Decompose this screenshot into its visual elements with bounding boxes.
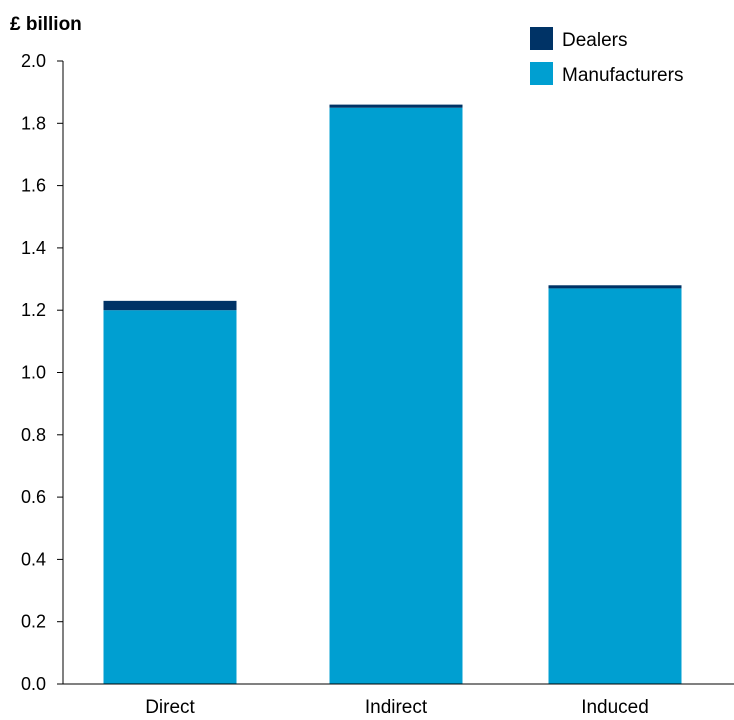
x-category-label: Indirect [365, 697, 428, 715]
y-tick-label: 0.8 [21, 425, 46, 445]
x-category-label: Induced [581, 697, 649, 715]
legend-label-manufacturers: Manufacturers [562, 65, 683, 86]
bar-indirect-manufacturers [329, 107, 463, 685]
y-axis: 0.0 0.2 0.4 0.6 0.8 1.0 1.2 1.4 1.6 1.8 2.0 [21, 51, 64, 694]
legend-swatch-manufacturers [530, 62, 553, 85]
bar-indirect-dealers [329, 104, 463, 108]
legend-label-dealers: Dealers [562, 30, 627, 51]
y-tick-label: 1.8 [21, 113, 46, 133]
bar-induced-manufacturers [548, 288, 682, 684]
legend: Dealers Manufacturers [530, 27, 683, 86]
bar-direct-dealers [103, 300, 237, 311]
y-tick-label: 1.2 [21, 300, 46, 320]
y-tick-label: 0.4 [21, 549, 46, 569]
x-category-label: Direct [145, 697, 195, 715]
y-tick-label: 0.2 [21, 612, 46, 632]
y-tick-label: 1.4 [21, 238, 46, 258]
legend-swatch-dealers [530, 27, 553, 50]
y-tick-label: 2.0 [21, 51, 46, 71]
y-tick-label: 1.6 [21, 176, 46, 196]
y-tick-label: 1.0 [21, 363, 46, 383]
bar-direct-manufacturers [103, 310, 237, 684]
y-tick-label: 0.6 [21, 487, 46, 507]
bar-induced-dealers [548, 285, 682, 289]
x-axis: Direct Indirect Induced [63, 683, 734, 718]
bars [103, 104, 682, 685]
unit-label: £ billion [10, 14, 82, 35]
y-tick-label: 0.0 [21, 674, 46, 694]
